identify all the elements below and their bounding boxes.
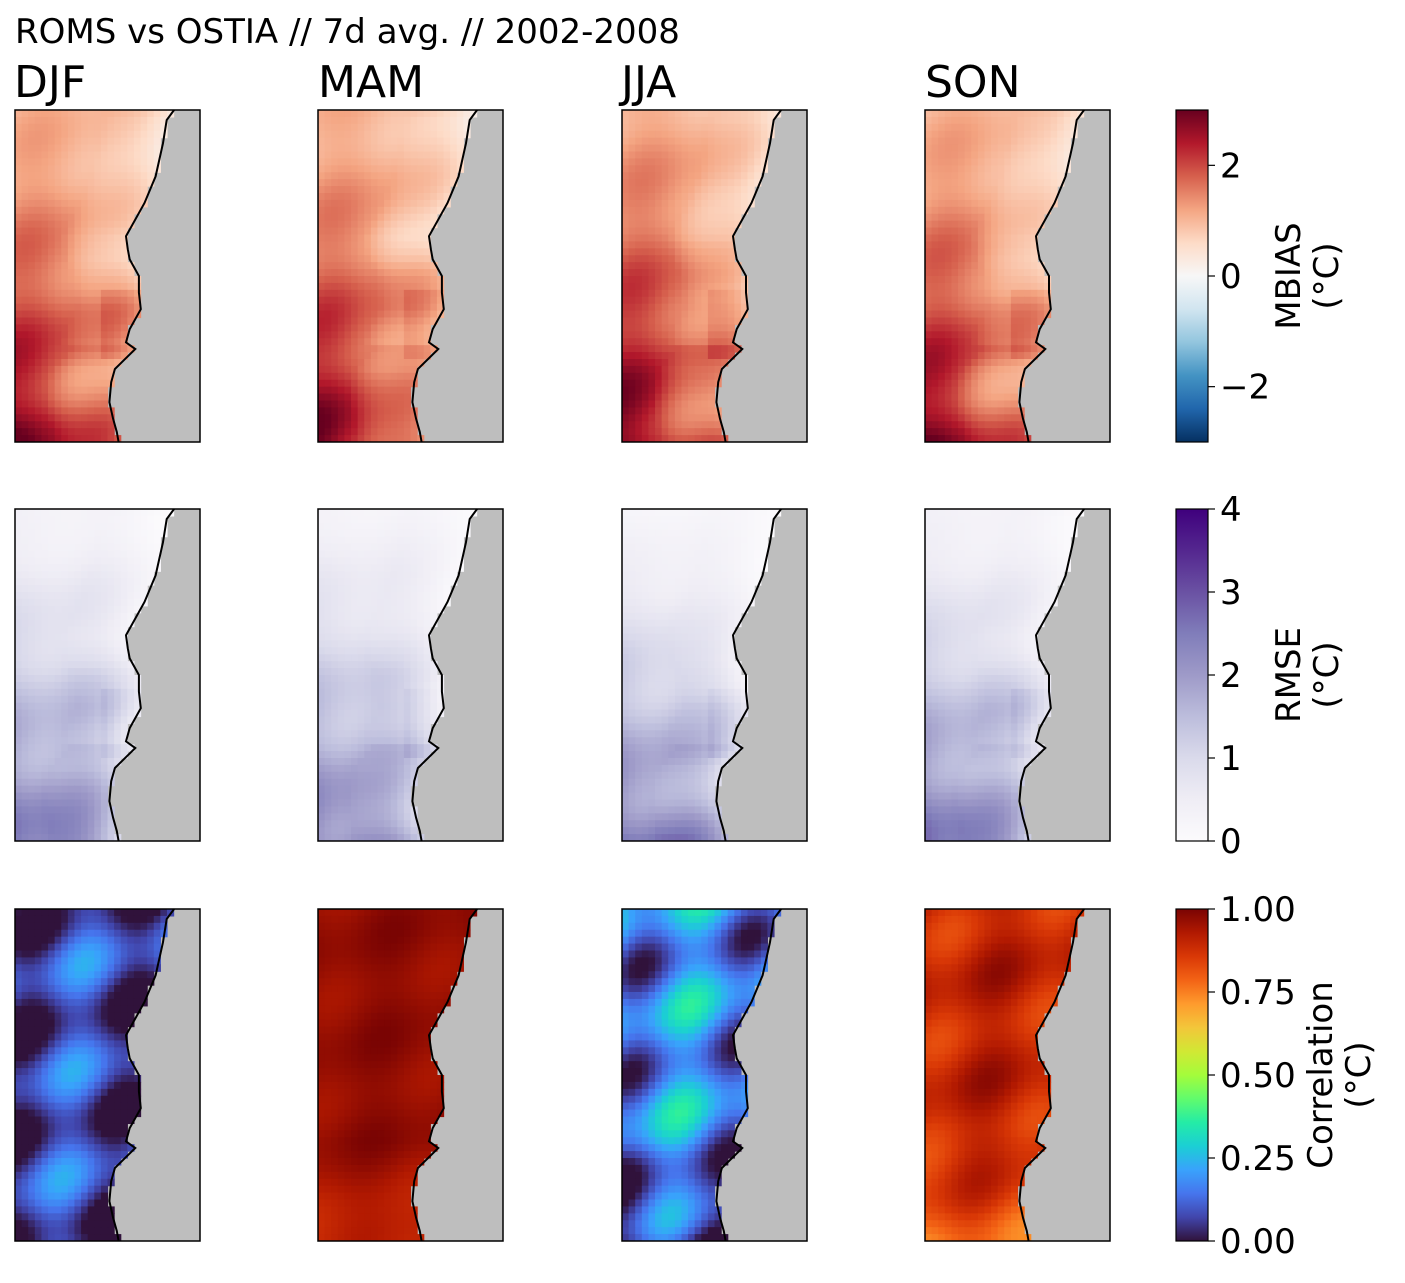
- colorbar-tick-label: 0: [1220, 822, 1242, 862]
- map-panels: [15, 110, 1110, 1242]
- colorbar-tick-label: 0.75: [1220, 973, 1296, 1013]
- map-panel-mbias-djf: [15, 110, 200, 443]
- map-panel-rmse-djf: [15, 509, 200, 842]
- colorbar-mbias: −2 0 2 MBIAS(°C): [1176, 110, 1347, 442]
- colorbar-tick-label: 1: [1220, 739, 1242, 779]
- map-panel-mbias-mam: [318, 110, 503, 443]
- colorbar-tick-label: −2: [1220, 368, 1270, 408]
- colorbar-tick-label: 2: [1220, 146, 1242, 186]
- colorbar-gradient: [1176, 909, 1208, 1241]
- map-panel-correlation-son: [925, 909, 1110, 1242]
- colorbar-tick-label: 4: [1220, 490, 1242, 530]
- colorbar-tick-label: 0.25: [1220, 1139, 1296, 1179]
- map-panel-correlation-jja: [622, 909, 807, 1242]
- colorbar-tick-label: 0.50: [1220, 1056, 1296, 1096]
- figure-title: ROMS vs OSTIA // 7d avg. // 2002-2008: [15, 12, 680, 52]
- colorbar-tick-label: 0.00: [1220, 1222, 1296, 1262]
- map-panel-correlation-mam: [318, 909, 503, 1242]
- colorbar-label: RMSE(°C): [1269, 627, 1347, 723]
- season-title-jja: JJA: [618, 57, 676, 108]
- colorbars: −202MBIAS(°C)01234RMSE(°C)0.000.250.500.…: [1176, 110, 1379, 1262]
- season-title-mam: MAM: [318, 57, 424, 108]
- map-panel-mbias-son: [925, 110, 1110, 443]
- map-panel-rmse-son: [925, 509, 1110, 842]
- colorbar-correlation: 0.00 0.25 0.50 0.75 1.00 Correlation(°C): [1176, 890, 1379, 1262]
- colorbar-rmse: 0 1 2 3 4 RMSE(°C): [1176, 490, 1347, 862]
- colorbar-tick-label: 3: [1220, 573, 1242, 613]
- colorbar-gradient: [1176, 509, 1208, 841]
- season-title-son: SON: [925, 57, 1020, 108]
- map-panel-mbias-jja: [622, 110, 807, 443]
- colorbar-tick-label: 0: [1220, 257, 1242, 297]
- colorbar-label: MBIAS(°C): [1269, 222, 1347, 330]
- colorbar-tick-label: 1.00: [1220, 890, 1296, 930]
- map-panel-rmse-mam: [318, 509, 503, 842]
- season-title-djf: DJF: [14, 57, 86, 108]
- colorbar-label: Correlation(°C): [1301, 981, 1379, 1168]
- map-panel-rmse-jja: [622, 509, 807, 842]
- colorbar-tick-label: 2: [1220, 656, 1242, 696]
- colorbar-gradient: [1176, 110, 1208, 442]
- map-panel-correlation-djf: [15, 909, 200, 1242]
